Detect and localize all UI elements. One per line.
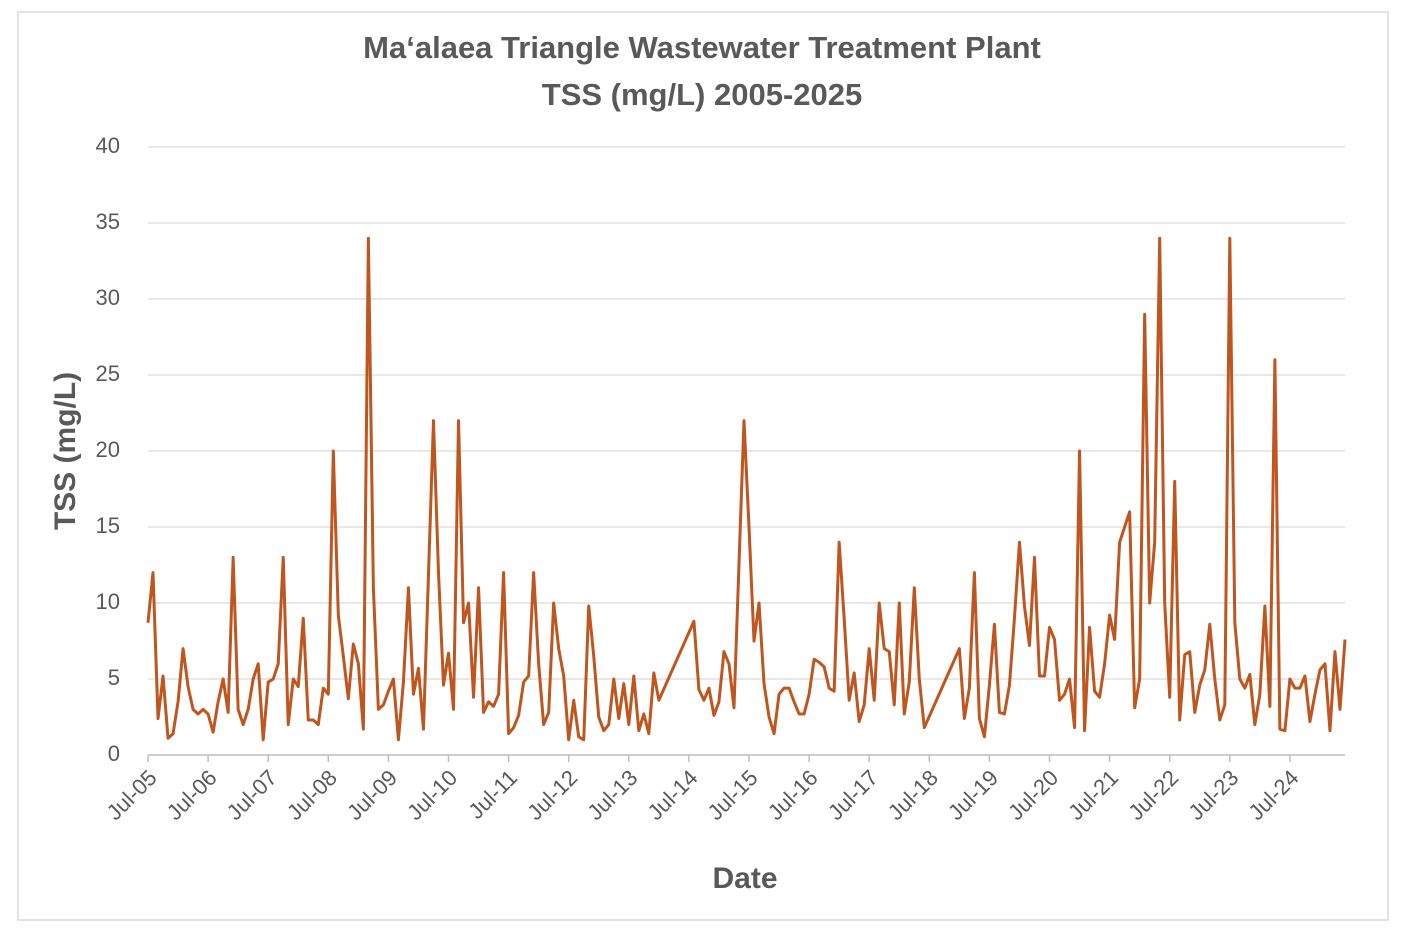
y-tick-label: 0 <box>108 741 120 766</box>
y-tick-label: 15 <box>96 513 120 538</box>
x-axis-title: Date <box>712 862 777 895</box>
chart-frame <box>17 11 1389 921</box>
y-axis-title: TSS (mg/L) <box>49 372 82 530</box>
y-tick-label: 10 <box>96 589 120 614</box>
y-tick-label: 40 <box>96 133 120 158</box>
y-tick-label: 30 <box>96 285 120 310</box>
y-tick-label: 25 <box>96 361 120 386</box>
chart-title: Ma‘alaea Triangle Wastewater Treatment P… <box>363 30 1041 65</box>
data-line <box>146 236 1347 742</box>
y-tick-label: 20 <box>96 437 120 462</box>
chart-subtitle: TSS (mg/L) 2005-2025 <box>542 77 862 112</box>
y-tick-label: 35 <box>96 209 120 234</box>
y-tick-label: 5 <box>108 665 120 690</box>
